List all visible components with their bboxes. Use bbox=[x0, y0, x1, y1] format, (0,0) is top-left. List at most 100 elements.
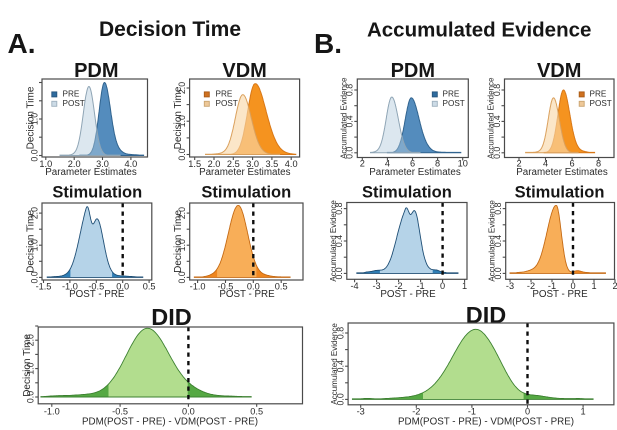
svg-text:Decision Time: Decision Time bbox=[26, 210, 37, 273]
svg-text:0.0: 0.0 bbox=[345, 147, 355, 159]
svg-text:2.5: 2.5 bbox=[227, 159, 240, 169]
svg-text:0.4: 0.4 bbox=[334, 235, 344, 247]
svg-text:0.4: 0.4 bbox=[493, 235, 503, 247]
svg-text:Accumulated Evidence: Accumulated Evidence bbox=[488, 200, 497, 282]
svg-text:POST - PRE: POST - PRE bbox=[219, 289, 275, 300]
svg-text:0.4: 0.4 bbox=[345, 115, 355, 127]
svg-text:PRE: PRE bbox=[443, 90, 460, 99]
svg-text:6: 6 bbox=[570, 158, 575, 168]
svg-text:0.0: 0.0 bbox=[29, 149, 39, 161]
svg-text:4.0: 4.0 bbox=[125, 159, 138, 169]
svg-text:0.0: 0.0 bbox=[26, 391, 36, 403]
svg-text:3.5: 3.5 bbox=[266, 159, 279, 169]
svg-text:2: 2 bbox=[612, 281, 617, 291]
svg-text:0.0: 0.0 bbox=[182, 406, 195, 416]
svg-text:0.0: 0.0 bbox=[334, 267, 344, 279]
svg-text:-3: -3 bbox=[506, 281, 514, 291]
svg-text:VDM: VDM bbox=[222, 60, 266, 82]
svg-text:A.: A. bbox=[8, 28, 36, 59]
svg-text:2: 2 bbox=[516, 158, 521, 168]
svg-text:PRE: PRE bbox=[590, 90, 607, 99]
svg-text:Stimulation: Stimulation bbox=[362, 184, 452, 202]
svg-text:2.0: 2.0 bbox=[68, 159, 81, 169]
svg-text:0.8: 0.8 bbox=[334, 202, 344, 214]
svg-text:1.0: 1.0 bbox=[26, 362, 36, 374]
svg-text:DID: DID bbox=[466, 302, 506, 328]
svg-text:0.8: 0.8 bbox=[493, 202, 503, 214]
svg-text:VDM: VDM bbox=[537, 60, 581, 82]
svg-text:1: 1 bbox=[581, 406, 586, 416]
svg-text:-0.5: -0.5 bbox=[112, 406, 128, 416]
svg-text:0: 0 bbox=[525, 406, 530, 416]
svg-text:1.5: 1.5 bbox=[188, 159, 201, 169]
svg-text:PRE: PRE bbox=[216, 90, 233, 99]
svg-text:PDM(POST - PRE) - VDM(POST - P: PDM(POST - PRE) - VDM(POST - PRE) bbox=[82, 416, 258, 427]
svg-text:1: 1 bbox=[462, 281, 467, 291]
svg-text:0.0: 0.0 bbox=[493, 267, 503, 279]
svg-text:POST - PRE: POST - PRE bbox=[532, 289, 588, 300]
svg-text:POST: POST bbox=[443, 99, 465, 108]
svg-text:8: 8 bbox=[435, 158, 440, 168]
svg-text:Stimulation: Stimulation bbox=[515, 184, 605, 202]
svg-text:0: 0 bbox=[440, 281, 445, 291]
svg-text:0.0: 0.0 bbox=[116, 281, 129, 291]
svg-text:1: 1 bbox=[591, 281, 596, 291]
svg-text:2.0: 2.0 bbox=[29, 207, 39, 219]
svg-text:-1.5: -1.5 bbox=[36, 281, 52, 291]
svg-text:B.: B. bbox=[314, 28, 342, 59]
svg-text:Parameter Estimates: Parameter Estimates bbox=[516, 167, 608, 178]
svg-text:Parameter Estimates: Parameter Estimates bbox=[199, 167, 291, 178]
svg-text:Decision Time: Decision Time bbox=[99, 18, 241, 41]
svg-text:Decision Time: Decision Time bbox=[173, 210, 184, 273]
svg-text:Decision Time: Decision Time bbox=[22, 334, 33, 397]
svg-text:-3: -3 bbox=[373, 281, 381, 291]
svg-text:0.0: 0.0 bbox=[177, 148, 187, 160]
svg-text:-0.5: -0.5 bbox=[218, 281, 234, 291]
svg-text:4: 4 bbox=[385, 158, 390, 168]
svg-text:-1.0: -1.0 bbox=[190, 281, 206, 291]
svg-text:0.8: 0.8 bbox=[492, 84, 502, 96]
svg-text:1.0: 1.0 bbox=[29, 239, 39, 251]
svg-text:-1.0: -1.0 bbox=[62, 281, 78, 291]
svg-text:2.0: 2.0 bbox=[177, 207, 187, 219]
svg-text:POST - PRE: POST - PRE bbox=[69, 289, 125, 300]
svg-text:Stimulation: Stimulation bbox=[201, 184, 291, 202]
svg-text:0.0: 0.0 bbox=[492, 147, 502, 159]
svg-text:1.0: 1.0 bbox=[29, 113, 39, 125]
svg-text:0.4: 0.4 bbox=[492, 115, 502, 127]
svg-text:-2: -2 bbox=[395, 281, 403, 291]
svg-text:1.0: 1.0 bbox=[177, 115, 187, 127]
svg-text:0.0: 0.0 bbox=[29, 271, 39, 283]
svg-text:Stimulation: Stimulation bbox=[52, 184, 142, 202]
svg-text:Parameter Estimates: Parameter Estimates bbox=[45, 167, 137, 178]
svg-text:POST: POST bbox=[590, 99, 612, 108]
svg-text:POST - PRE: POST - PRE bbox=[380, 289, 436, 300]
svg-text:Accumulated Evidence: Accumulated Evidence bbox=[329, 200, 338, 282]
svg-text:0.5: 0.5 bbox=[250, 406, 263, 416]
svg-text:-3: -3 bbox=[357, 406, 365, 416]
svg-text:10: 10 bbox=[458, 158, 468, 168]
svg-text:PRE: PRE bbox=[63, 90, 80, 99]
svg-text:Decision Time: Decision Time bbox=[173, 86, 184, 149]
svg-text:PDM: PDM bbox=[74, 60, 118, 82]
svg-text:0.0: 0.0 bbox=[177, 271, 187, 283]
svg-text:0: 0 bbox=[570, 281, 575, 291]
svg-text:-1: -1 bbox=[468, 406, 476, 416]
svg-text:Accumulated Evidence: Accumulated Evidence bbox=[339, 77, 348, 159]
svg-text:2.0: 2.0 bbox=[26, 334, 36, 346]
svg-text:PDM: PDM bbox=[391, 60, 435, 82]
svg-text:POST: POST bbox=[216, 99, 238, 108]
svg-text:-1.0: -1.0 bbox=[44, 406, 60, 416]
svg-text:2.0: 2.0 bbox=[208, 159, 221, 169]
svg-text:DID: DID bbox=[151, 304, 191, 330]
svg-text:-4: -4 bbox=[351, 281, 359, 291]
svg-text:0.0: 0.0 bbox=[247, 281, 260, 291]
svg-text:1.0: 1.0 bbox=[177, 239, 187, 251]
svg-text:Accumulated Evidence: Accumulated Evidence bbox=[330, 323, 339, 405]
svg-text:0.8: 0.8 bbox=[335, 327, 345, 339]
svg-text:-0.5: -0.5 bbox=[88, 281, 104, 291]
svg-text:POST: POST bbox=[63, 99, 85, 108]
svg-text:Parameter Estimates: Parameter Estimates bbox=[369, 167, 461, 178]
svg-text:0.0: 0.0 bbox=[335, 393, 345, 405]
svg-text:4: 4 bbox=[543, 158, 548, 168]
